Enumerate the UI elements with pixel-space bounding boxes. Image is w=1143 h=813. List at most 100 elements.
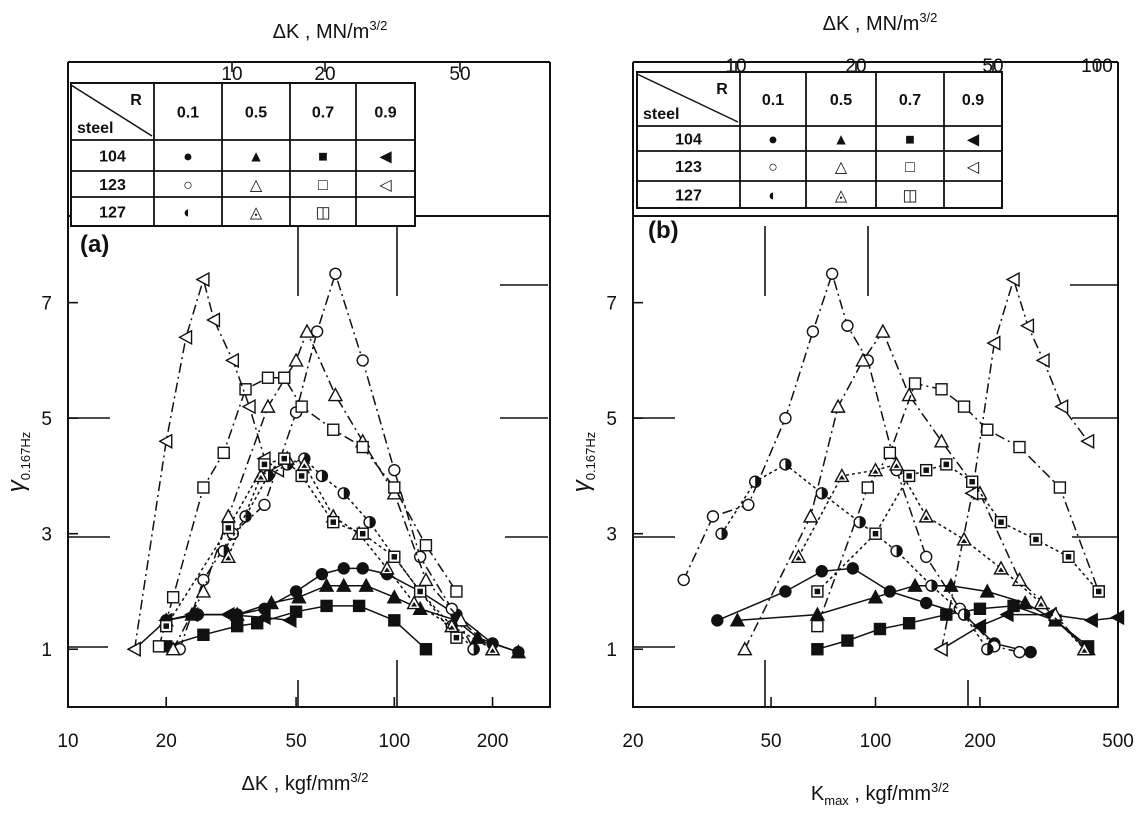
data-point-fill xyxy=(997,567,1004,572)
data-point xyxy=(986,335,1001,351)
data-point xyxy=(867,589,884,604)
data-point-fill xyxy=(814,588,821,595)
legend-r-value: 0.9 xyxy=(374,105,396,122)
data-point xyxy=(263,595,280,610)
top-axis-title: ΔK , MN/m3/2 xyxy=(823,10,938,35)
legend-symbol: ● xyxy=(768,132,778,149)
x-tick-label: 500 xyxy=(1102,731,1134,752)
data-point xyxy=(126,641,141,657)
data-point xyxy=(510,644,527,659)
data-point xyxy=(846,562,859,575)
y-tick-label: 3 xyxy=(606,525,617,546)
data-point xyxy=(1013,440,1026,454)
x-tick-label: 100 xyxy=(378,731,410,752)
y-tick-label: 1 xyxy=(606,640,617,661)
data-point xyxy=(1110,609,1125,626)
data-point-fill xyxy=(281,455,288,462)
data-point xyxy=(413,550,427,564)
x-tick-label: 100 xyxy=(860,731,892,752)
data-point-fill xyxy=(987,643,993,655)
data-point-fill xyxy=(821,487,828,499)
data-point xyxy=(356,354,369,367)
data-point-fill xyxy=(755,476,761,488)
legend-symbol: ◬ xyxy=(250,205,263,222)
data-point xyxy=(278,371,291,384)
legend-steel-label: 104 xyxy=(675,132,702,149)
data-point xyxy=(388,481,401,494)
data-point-fill xyxy=(225,525,232,531)
legend-symbol: ◀ xyxy=(967,132,980,149)
data-point xyxy=(919,550,933,564)
data-point-fill xyxy=(473,643,480,655)
data-point-fill xyxy=(998,519,1004,525)
series-line xyxy=(797,463,1085,650)
legend-symbol: □ xyxy=(318,177,328,194)
data-point xyxy=(261,371,275,384)
data-point xyxy=(184,606,199,623)
data-point xyxy=(802,508,819,523)
top-axis-title-sup: 3/2 xyxy=(919,10,937,25)
data-point xyxy=(166,591,180,604)
data-point xyxy=(1019,318,1035,334)
legend-steel-label: 123 xyxy=(99,177,126,194)
series-line xyxy=(816,382,1100,627)
legend-steel-label: 127 xyxy=(99,205,126,222)
legend-table-border xyxy=(70,82,416,227)
data-point-fill xyxy=(391,554,398,560)
data-point xyxy=(158,433,173,449)
data-point xyxy=(855,352,871,367)
data-point-fill xyxy=(872,469,879,474)
data-point xyxy=(239,383,252,396)
x-tick-label: 50 xyxy=(286,731,307,752)
series-123-r0.9 xyxy=(933,271,1095,657)
data-point-fill xyxy=(298,473,305,479)
data-point xyxy=(299,323,315,338)
legend-symbol: ● xyxy=(183,149,193,166)
data-point-fill xyxy=(1095,588,1102,595)
data-point xyxy=(811,619,824,633)
legend-steel-label: 127 xyxy=(675,188,702,205)
data-point xyxy=(841,634,854,647)
data-point xyxy=(873,622,887,636)
data-point xyxy=(919,596,933,610)
data-point xyxy=(260,398,276,413)
series-127-r0.1 xyxy=(715,458,994,656)
data-point-fill xyxy=(795,555,802,561)
data-point xyxy=(388,463,401,477)
legend-symbol: ○ xyxy=(183,177,193,194)
top-axis-title-main: ΔK , MN/m xyxy=(823,13,920,35)
legend-symbol: ○ xyxy=(768,159,778,176)
legend-symbol: △ xyxy=(835,159,848,176)
top-axis-title: ΔK , MN/m3/2 xyxy=(273,18,388,43)
data-point xyxy=(419,643,433,656)
data-point xyxy=(979,583,995,598)
data-point-fill xyxy=(923,467,929,473)
data-point-fill xyxy=(453,634,460,641)
data-point-fill xyxy=(859,516,866,528)
x-tick-label: 200 xyxy=(964,731,996,752)
data-point xyxy=(230,619,244,633)
y-axis-title: γ0.167Hz xyxy=(3,432,33,492)
legend-symbol: ◬ xyxy=(835,188,848,205)
data-point xyxy=(220,508,237,523)
y-axis-title-sub: 0.167Hz xyxy=(18,432,33,480)
data-point xyxy=(337,562,350,575)
data-point xyxy=(999,606,1014,623)
data-point-fill xyxy=(931,580,937,592)
data-point-fill xyxy=(785,458,791,470)
x-axis-title-main: K xyxy=(811,783,825,805)
data-point-fill xyxy=(1065,554,1072,560)
legend-symbol: ▲ xyxy=(833,132,849,149)
x-tick-label: 200 xyxy=(477,731,509,752)
data-point xyxy=(152,640,166,653)
data-point xyxy=(256,609,271,626)
data-point xyxy=(453,612,469,627)
data-point xyxy=(220,606,235,623)
data-point xyxy=(811,643,824,656)
data-point xyxy=(197,628,210,641)
data-point-fill xyxy=(384,567,391,572)
legend-r-value: 0.9 xyxy=(962,92,984,109)
